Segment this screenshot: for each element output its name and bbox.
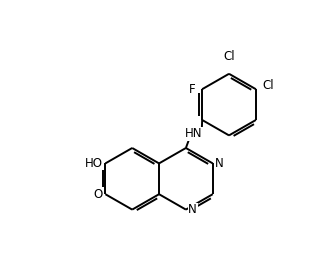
- Text: HO: HO: [85, 157, 103, 170]
- Text: N: N: [215, 157, 224, 170]
- Text: O: O: [94, 188, 103, 201]
- Text: N: N: [188, 203, 197, 216]
- Text: HN: HN: [185, 127, 203, 141]
- Text: F: F: [189, 83, 196, 96]
- Text: Cl: Cl: [223, 50, 235, 63]
- Text: Cl: Cl: [262, 79, 274, 92]
